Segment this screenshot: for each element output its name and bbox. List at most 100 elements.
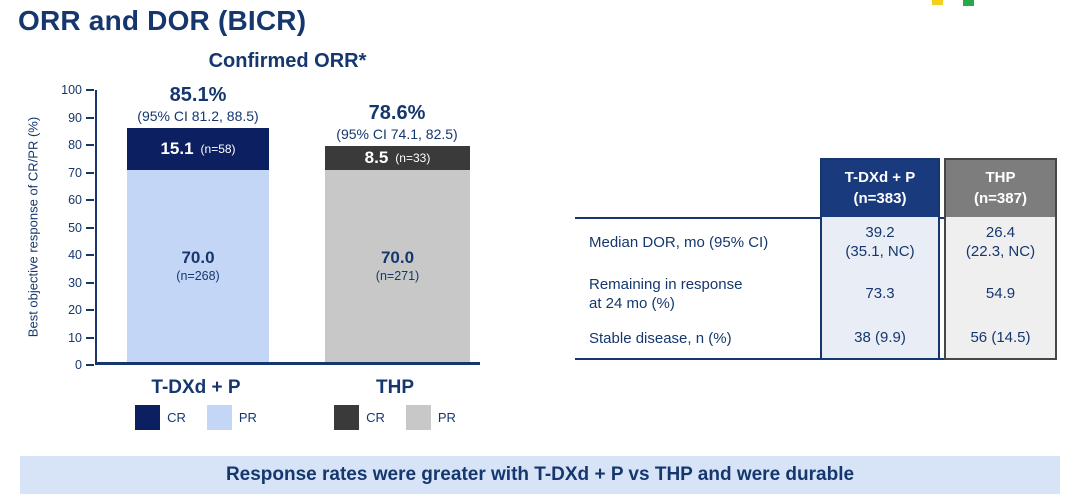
legend-label-cr: CR [167,410,186,425]
orr-bar-chart: 15.1 (n=58) 70.0 (n=268) 8.5 (n=33) 70.0… [95,84,480,365]
cr-value: 8.5 [364,147,389,167]
cell-stable-disease: 38 (9.9) [822,319,938,358]
cell-median-dor: 39.2 (35.1, NC) [822,217,938,269]
x-label-tdxd-p: T-DXd + P [151,377,241,398]
y-tick-mark [86,116,94,119]
y-tick-label: 20 [68,303,82,317]
bar-thp-annotation: 78.6% (95% CI 74.1, 82.5) [287,102,507,142]
orr-value: 85.1% [169,83,227,106]
header-line: (n=383) [853,189,907,207]
y-tick-label: 0 [75,358,82,372]
pr-value: 70.0 [380,247,415,267]
pr-n: (n=271) [375,268,420,283]
y-tick-label: 40 [68,248,82,262]
bar-tdxd-p: 15.1 (n=58) 70.0 (n=268) [127,127,269,362]
table-rule-top [575,217,1057,219]
row-label-line: at 24 mo (%) [589,295,675,312]
y-tick: 20 [58,303,94,317]
conclusion-text: Response rates were greater with T-DXd +… [225,464,855,485]
pr-n: (n=268) [176,268,220,283]
legend-label-cr: CR [366,410,385,425]
bar-thp: 8.5 (n=33) 70.0 (n=271) [325,146,470,362]
y-tick: 70 [58,166,94,180]
page-title: ORR and DOR (BICR) [18,5,307,36]
bar-tdxd-p-cr-segment: 15.1 (n=58) [127,127,269,170]
chart-title: Confirmed ORR* [208,50,367,72]
y-tick-mark [86,89,94,91]
x-label-thp: THP [376,377,414,398]
y-tick: 80 [58,138,94,152]
logo-fragment-yellow [932,0,943,5]
legend-swatch-cr-darkgray [334,405,360,430]
legend-swatch-pr-lightblue [206,405,232,430]
cr-n: (n=33) [395,150,431,165]
row-label-median-dor: Median DOR, mo (95% CI) [589,217,814,269]
row-label-stable-disease: Stable disease, n (%) [589,319,814,358]
column-body: 39.2 (35.1, NC) 73.3 38 (9.9) [822,217,938,358]
y-tick-mark [86,171,94,174]
cell-line: 26.4 [985,224,1016,242]
y-tick-mark [86,336,94,339]
y-tick-mark [86,364,94,366]
y-tick: 50 [58,221,94,235]
table-column-thp: THP (n=387) 26.4 (22.3, NC) 54.9 56 (14.… [944,158,1057,360]
cell-line: (35.1, NC) [845,243,915,260]
table-rule-bottom [575,358,1057,360]
orr-ci: (95% CI 74.1, 82.5) [336,126,458,143]
y-tick-mark [86,199,94,201]
column-body: 26.4 (22.3, NC) 54.9 56 (14.5) [946,217,1055,358]
legend-tdxd-p: CR PR [96,405,296,430]
bar-tdxd-p-pr-segment: 70.0 (n=268) [127,169,269,362]
cell-remaining: 73.3 [822,269,938,319]
orr-ci: (95% CI 81.2, 88.5) [137,107,259,124]
y-tick-label: 70 [68,165,82,180]
orr-value: 78.6% [368,102,426,125]
row-label-remaining-in-response: Remaining in response at 24 mo (%) [589,269,814,319]
y-tick: 100 [58,83,94,97]
cell-line: 38 (9.9) [854,329,906,347]
dor-table: Median DOR, mo (95% CI) Remaining in res… [575,158,1057,360]
cell-median-dor: 26.4 (22.3, NC) [946,217,1055,269]
header-line: THP [985,169,1016,187]
y-tick-mark [86,281,94,284]
y-tick-label: 60 [68,193,82,207]
bar-thp-cr-segment: 8.5 (n=33) [325,146,470,170]
column-header-thp: THP (n=387) [946,160,1055,217]
cr-value: 15.1 [160,138,194,158]
y-axis: 0 10 20 30 40 50 60 70 80 90 100 [40,83,94,372]
logo-fragment-green [963,0,974,6]
y-tick-mark [86,226,94,229]
y-tick-mark [86,309,94,311]
row-label-line: Median DOR, mo (95% CI) [589,234,769,252]
bar-tdxd-p-annotation: 85.1% (95% CI 81.2, 88.5) [88,84,308,124]
y-tick-label: 90 [68,110,82,125]
y-tick: 60 [58,193,94,207]
y-tick-label: 80 [68,138,82,152]
cell-line: 56 (14.5) [970,329,1031,347]
bar-thp-pr-segment: 70.0 (n=271) [325,169,470,362]
row-label-line: Stable disease, n (%) [589,329,732,347]
conclusion-banner: Response rates were greater with T-DXd +… [20,456,1060,494]
pr-value: 70.0 [181,247,215,267]
y-tick-mark [86,144,94,146]
legend-label-pr: PR [238,410,257,425]
y-tick: 90 [58,111,94,125]
y-tick-mark [86,254,94,256]
cell-line: 39.2 [865,224,895,242]
y-tick: 40 [58,248,94,262]
y-tick-label: 30 [68,275,82,290]
y-tick: 0 [58,358,94,372]
row-label-line: Remaining in response [589,275,743,293]
y-tick-label: 10 [68,330,82,345]
legend-swatch-pr-lightgray [405,405,431,430]
legend-thp: CR PR [295,405,495,430]
legend-swatch-cr-navy [135,405,161,430]
cell-line: 73.3 [865,284,895,302]
column-header-tdxd-p: T-DXd + P (n=383) [822,160,938,217]
table-row-labels: Median DOR, mo (95% CI) Remaining in res… [589,217,814,358]
cell-line: 54.9 [985,284,1016,302]
legend-label-pr: PR [437,410,456,425]
y-axis-label: Best objective response of CR/PR (%) [25,116,41,338]
cell-remaining: 54.9 [946,269,1055,319]
